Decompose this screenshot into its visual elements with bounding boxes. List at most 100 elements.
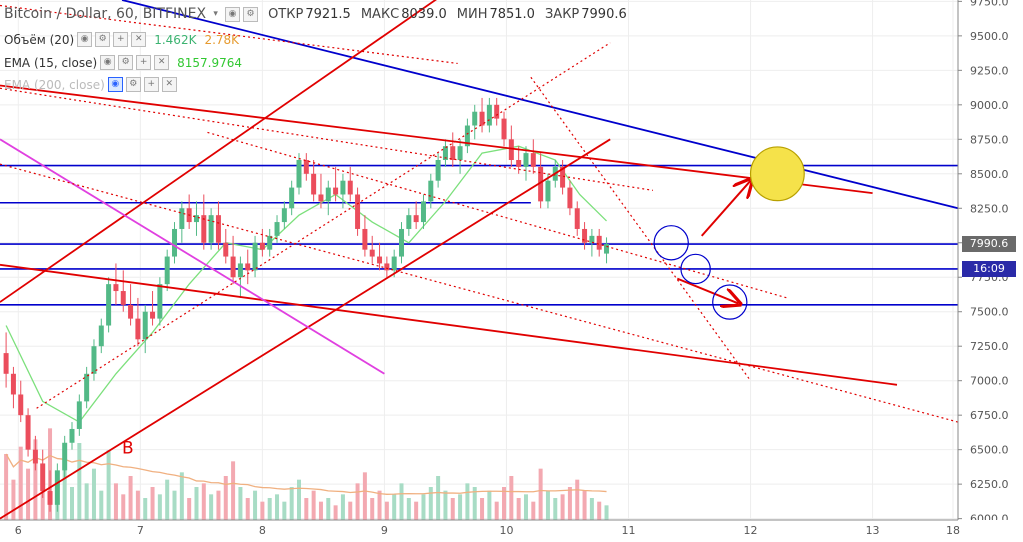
candle-body [54, 470, 60, 505]
volume-bar [275, 494, 280, 520]
price-axis-label: 6750.0 [970, 409, 1009, 422]
candle-body [538, 166, 544, 202]
chevron-down-icon[interactable]: ▾ [213, 8, 218, 19]
volume-bar [209, 494, 214, 520]
time-axis-label: 12 [744, 524, 758, 537]
volume-bar [370, 498, 375, 520]
volume-bar [267, 498, 272, 520]
settings-icon[interactable]: ⚙ [243, 6, 259, 22]
volume-bar [91, 468, 96, 520]
volume-bar [172, 490, 177, 520]
circle-target-2 [712, 284, 748, 320]
projection-arrow-up-arrow [700, 181, 751, 237]
candle-body [135, 318, 141, 340]
ema15-value: 8157.9764 [177, 55, 243, 70]
candle-body [230, 256, 236, 278]
candle-body [413, 215, 419, 223]
volume-bar [26, 468, 31, 520]
volume-bar [296, 479, 301, 520]
volume-bar [135, 490, 140, 520]
eye-icon[interactable]: ◉ [100, 55, 116, 70]
candle-body [18, 394, 24, 416]
time-axis-label: 9 [381, 524, 388, 537]
candle-body [106, 284, 112, 326]
legend-main-row: Bitcoin / Dollar, 60, BITFINEX ▾ ◉ ⚙ ОТК… [4, 6, 627, 22]
volume-bar [567, 487, 572, 520]
eye-icon[interactable]: ◉ [107, 77, 123, 92]
volume-bar [560, 494, 565, 520]
volume-bar [553, 498, 558, 520]
volume-bar [194, 487, 199, 520]
symbol-title[interactable]: Bitcoin / Dollar, 60, BITFINEX [4, 6, 207, 22]
close-icon[interactable]: ✕ [154, 55, 170, 70]
time-axis-label: 6 [15, 524, 22, 537]
candle-body [545, 180, 551, 202]
trend-line-red-dotted-2 [0, 163, 959, 423]
candle-body [245, 263, 251, 271]
eye-icon[interactable]: ◉ [225, 6, 241, 22]
candle-body [464, 125, 470, 147]
volume-bar [589, 498, 594, 520]
eye-icon[interactable]: ◉ [77, 32, 93, 47]
candle-body [450, 146, 456, 160]
candle-body [596, 235, 602, 250]
volume-bar [538, 468, 543, 520]
candle-body [289, 187, 295, 209]
ema200-indicator-label[interactable]: EMA (200, close) [4, 77, 105, 92]
high-label: МАКС [360, 6, 400, 22]
candle-body [486, 104, 492, 126]
volume-bar [531, 501, 536, 520]
open-value: 7921.5 [305, 6, 351, 22]
bar-countdown-tag: 16:09 [962, 260, 1016, 277]
candle-body [76, 401, 82, 429]
trend-line-red-upper-channel [0, 84, 873, 194]
candle-body [259, 242, 265, 250]
volume-bar [106, 450, 111, 520]
volume-indicator-label[interactable]: Объём (20) [4, 32, 75, 47]
volume-bar [150, 487, 155, 520]
settings-icon[interactable]: ⚙ [118, 55, 134, 70]
volume-bar [465, 483, 470, 520]
volume-bar [392, 494, 397, 520]
candle-body [420, 201, 426, 223]
settings-icon[interactable]: ⚙ [125, 77, 141, 92]
volume-bar [70, 487, 75, 520]
volume-bar [113, 483, 118, 520]
time-axis-bg [0, 520, 1023, 538]
volume-bar [480, 498, 485, 520]
volume-bar [260, 501, 265, 520]
candle-body [84, 373, 90, 402]
price-axis-label: 9750.0 [970, 0, 1009, 8]
plus-icon[interactable]: + [136, 55, 152, 70]
candle-body [428, 180, 434, 202]
volume-bar [377, 490, 382, 520]
plus-icon[interactable]: + [143, 77, 159, 92]
candle-body [530, 153, 536, 167]
volume-bar [282, 501, 287, 520]
plus-icon[interactable]: + [113, 32, 129, 47]
candle-body [501, 118, 507, 140]
candle-body [179, 208, 185, 229]
candle-body [318, 194, 324, 202]
close-icon[interactable]: ✕ [131, 32, 147, 47]
candle-body [157, 284, 163, 319]
ema15-indicator-label[interactable]: EMA (15, close) [4, 55, 98, 70]
price-axis-label: 8500.0 [970, 168, 1009, 181]
circle-current [653, 225, 689, 261]
candle-body [516, 160, 522, 167]
candle-body [164, 256, 170, 285]
price-axis-label: 8250.0 [970, 202, 1009, 215]
settings-icon[interactable]: ⚙ [95, 32, 111, 47]
open-label: ОТКР [268, 6, 304, 22]
volume-ma-line [5, 453, 607, 495]
low-label: МИН [456, 6, 488, 22]
time-axis-label: 13 [866, 524, 880, 537]
candle-body [69, 428, 75, 443]
volume-bar [545, 490, 550, 520]
low-value: 7851.0 [489, 6, 535, 22]
time-axis-label: 10 [499, 524, 513, 537]
close-icon[interactable]: ✕ [161, 77, 177, 92]
close-value: 7990.6 [581, 6, 627, 22]
